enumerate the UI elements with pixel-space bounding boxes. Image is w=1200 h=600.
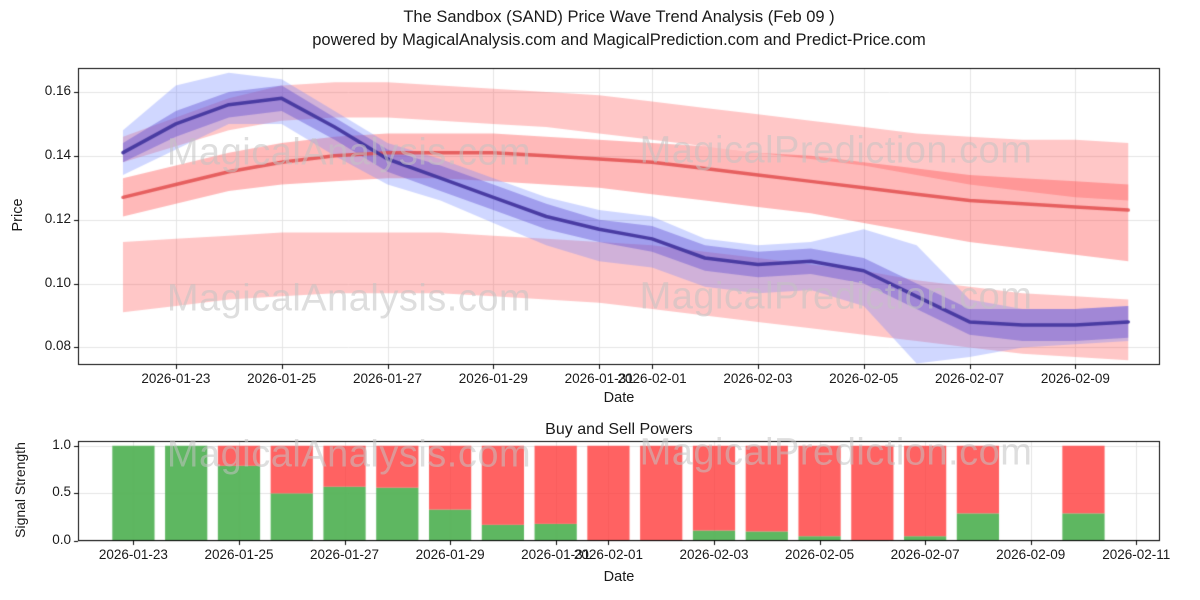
x-tick-label: 2026-01-23	[98, 547, 168, 562]
y-tick-label: 0.08	[44, 338, 71, 354]
x-tick-label: 2026-01-31	[564, 371, 634, 386]
x-tick-label: 2026-02-09	[996, 547, 1066, 562]
chart-subtitle: powered by MagicalAnalysis.com and Magic…	[312, 31, 926, 49]
x-tick-label: 2026-01-27	[352, 371, 423, 386]
x-tick-label: 2026-02-07	[934, 371, 1005, 386]
y-tick-label: 0.14	[44, 146, 71, 162]
y-tick-label: 0.10	[44, 274, 71, 290]
date-axis-label-bottom: Date	[603, 569, 635, 585]
x-tick-label: 2026-02-11	[1102, 547, 1171, 562]
x-tick-label: 2026-01-23	[141, 371, 211, 386]
x-tick-label: 2026-02-07	[890, 547, 960, 562]
chart-title: The Sandbox (SAND) Price Wave Trend Anal…	[403, 8, 835, 26]
x-tick-label: 2026-01-25	[204, 547, 274, 562]
x-tick-label: 2026-02-03	[723, 371, 793, 386]
y-tick-label: 0.5	[52, 484, 71, 500]
x-tick-label: 2026-02-05	[829, 371, 899, 386]
x-tick-label: 2026-02-03	[679, 547, 749, 562]
y-tick-label: 0.16	[44, 82, 71, 98]
y-tick-label: 0.0	[52, 532, 71, 547]
x-tick-label: 2026-01-29	[458, 371, 528, 386]
x-tick-label: 2026-02-05	[785, 547, 855, 562]
x-tick-label: 2026-02-09	[1040, 371, 1110, 386]
x-tick-label: 2026-01-29	[415, 547, 485, 562]
date-axis-label-top: Date	[603, 390, 635, 406]
x-tick-label: 2026-01-31	[521, 547, 591, 562]
x-tick-label: 2026-01-27	[310, 547, 380, 562]
x-tick-label: 2026-01-25	[247, 371, 317, 386]
y-tick-label: 1.0	[52, 436, 71, 452]
y-tick-label: 0.12	[44, 210, 71, 226]
bar-chart-title: Buy and Sell Powers	[545, 421, 693, 438]
x-tick-label: 2026-02-01	[573, 547, 643, 562]
x-tick-label: 2026-02-01	[617, 371, 687, 386]
